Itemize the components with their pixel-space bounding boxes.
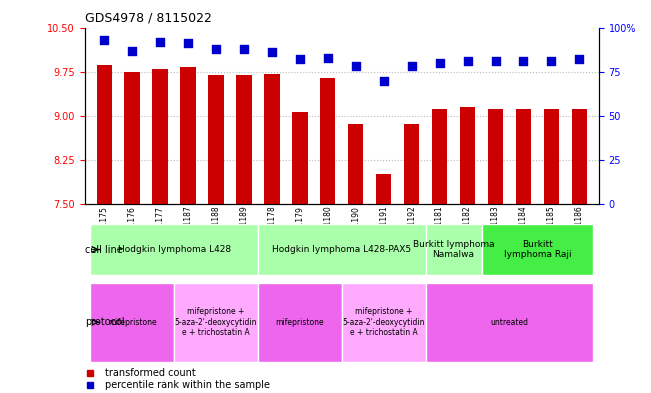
Text: untreated: untreated [490,318,529,327]
Point [350,63,361,70]
Text: transformed count: transformed count [105,367,196,378]
Bar [572,109,587,204]
Bar [90,224,258,275]
Bar [208,75,224,204]
Bar [96,65,112,204]
Bar [460,107,475,204]
Bar [236,75,252,204]
Bar [180,67,196,204]
Bar [292,112,307,204]
Text: Burkitt
lymphoma Raji: Burkitt lymphoma Raji [504,240,571,259]
Bar [488,109,503,204]
Bar [320,78,335,204]
Text: mifepristone +
5-aza-2'-deoxycytidin
e + trichostatin A: mifepristone + 5-aza-2'-deoxycytidin e +… [174,307,257,337]
Bar [124,72,140,204]
Bar [432,109,447,204]
Point [183,40,193,46]
Point [323,54,333,61]
Point [155,39,165,45]
Bar [174,283,258,362]
Point [295,56,305,62]
Point [434,60,445,66]
Bar [544,109,559,204]
Bar [90,283,174,362]
Point [462,58,473,64]
Point [267,49,277,55]
Bar [516,109,531,204]
Bar [348,124,363,204]
Text: Hodgkin lymphoma L428: Hodgkin lymphoma L428 [118,245,230,254]
Point [546,58,557,64]
Text: Burkitt lymphoma
Namalwa: Burkitt lymphoma Namalwa [413,240,494,259]
Point [574,56,585,62]
Point [239,46,249,52]
Bar [482,224,593,275]
Bar [426,283,593,362]
Bar [258,283,342,362]
Text: Hodgkin lymphoma L428-PAX5: Hodgkin lymphoma L428-PAX5 [272,245,411,254]
Bar [258,224,426,275]
Text: mifepristone: mifepristone [108,318,156,327]
Bar [264,74,279,204]
Text: percentile rank within the sample: percentile rank within the sample [105,380,270,390]
Text: mifepristone: mifepristone [275,318,324,327]
Bar [342,283,426,362]
Text: mifepristone +
5-aza-2'-deoxycytidin
e + trichostatin A: mifepristone + 5-aza-2'-deoxycytidin e +… [342,307,425,337]
Point [406,63,417,70]
Point [490,58,501,64]
Text: cell line: cell line [85,244,123,255]
Bar [404,124,419,204]
Bar [152,69,168,204]
Point [518,58,529,64]
Point [127,48,137,54]
Text: GDS4978 / 8115022: GDS4978 / 8115022 [85,12,212,25]
Point [99,37,109,43]
Bar [426,224,482,275]
Bar [376,174,391,204]
Point [211,46,221,52]
Point [378,77,389,84]
Text: protocol: protocol [85,317,125,327]
